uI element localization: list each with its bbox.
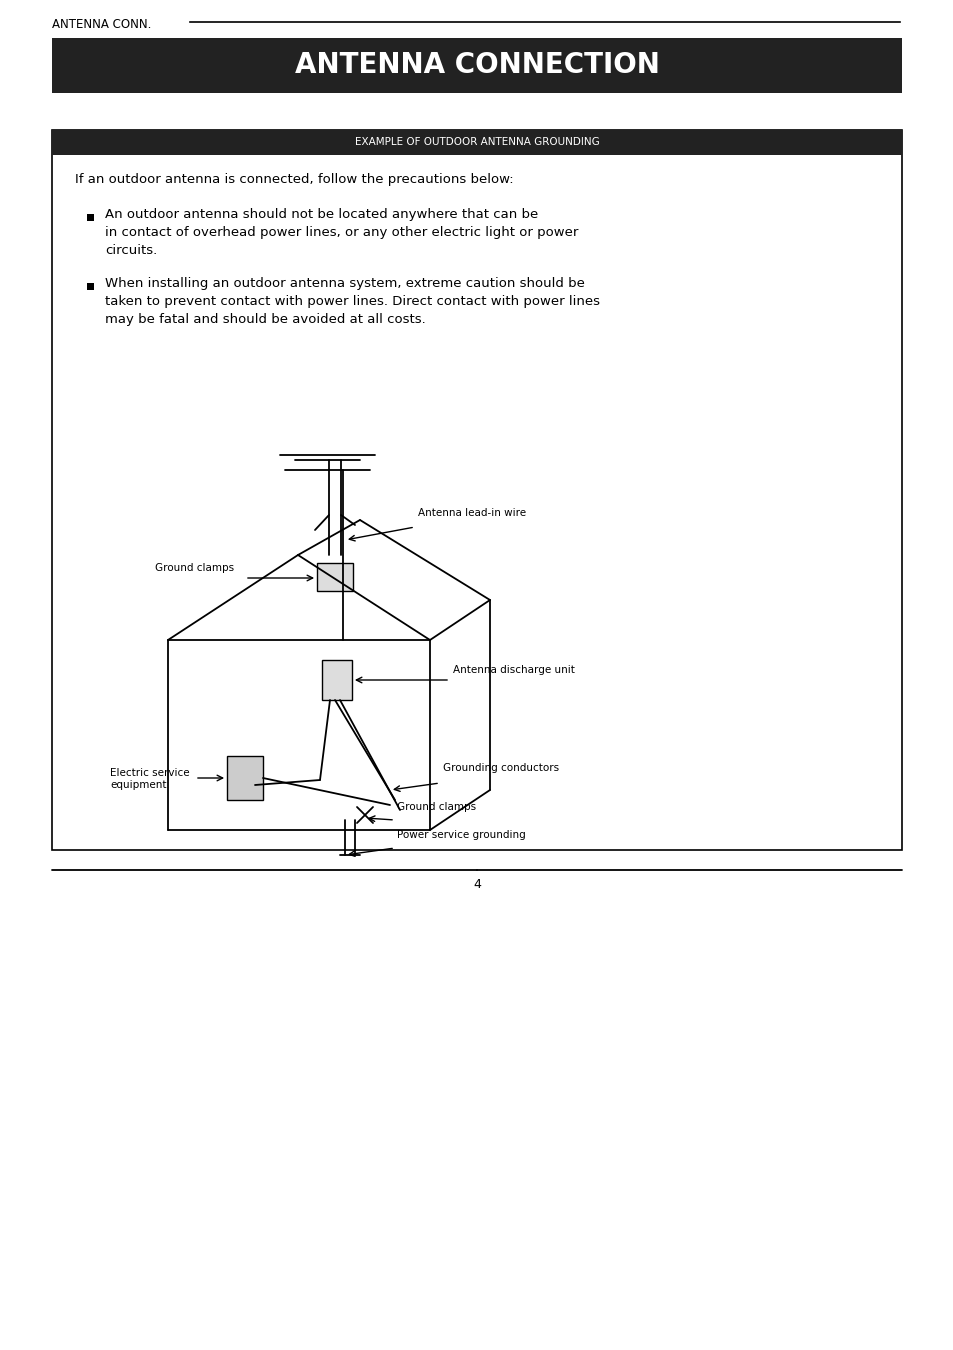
- Bar: [52, 130, 901, 851]
- Text: Antenna discharge unit: Antenna discharge unit: [453, 666, 575, 675]
- Text: If an outdoor antenna is connected, follow the precautions below:: If an outdoor antenna is connected, foll…: [75, 173, 513, 186]
- Text: Grounding conductors: Grounding conductors: [442, 763, 558, 774]
- Text: Ground clamps: Ground clamps: [396, 802, 476, 811]
- Bar: [322, 660, 352, 701]
- Text: Ground clamps: Ground clamps: [154, 563, 233, 572]
- Bar: [87, 282, 93, 289]
- Text: Antenna lead-in wire: Antenna lead-in wire: [417, 508, 525, 518]
- Text: Electric service
equipment: Electric service equipment: [110, 768, 190, 790]
- Text: ANTENNA CONN.: ANTENNA CONN.: [52, 18, 152, 31]
- Bar: [87, 213, 93, 220]
- Text: ANTENNA CONNECTION: ANTENNA CONNECTION: [294, 51, 659, 80]
- Bar: [52, 38, 901, 93]
- Text: 4: 4: [473, 878, 480, 891]
- Text: When installing an outdoor antenna system, extreme caution should be
taken to pr: When installing an outdoor antenna syste…: [105, 277, 599, 325]
- Bar: [52, 130, 901, 155]
- Text: Power service grounding: Power service grounding: [396, 830, 525, 840]
- Bar: [316, 563, 353, 591]
- Text: An outdoor antenna should not be located anywhere that can be
in contact of over: An outdoor antenna should not be located…: [105, 208, 578, 256]
- Bar: [227, 756, 263, 801]
- Text: EXAMPLE OF OUTDOOR ANTENNA GROUNDING: EXAMPLE OF OUTDOOR ANTENNA GROUNDING: [355, 136, 598, 147]
